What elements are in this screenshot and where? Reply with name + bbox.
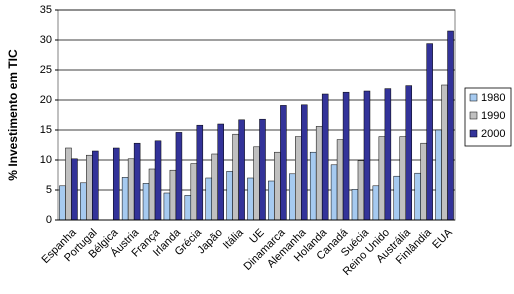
bar bbox=[163, 192, 171, 221]
y-tick-label: 30 bbox=[40, 34, 52, 46]
bar bbox=[154, 140, 162, 221]
y-tick-label: 0 bbox=[46, 214, 52, 226]
bar bbox=[309, 151, 317, 221]
legend-swatch bbox=[469, 111, 478, 120]
y-tick-label: 20 bbox=[40, 94, 52, 106]
legend-label: 1990 bbox=[481, 110, 505, 122]
bar bbox=[127, 158, 135, 221]
bar bbox=[414, 172, 421, 221]
y-tick-label: 10 bbox=[40, 154, 52, 166]
bar bbox=[399, 136, 407, 221]
bar bbox=[393, 175, 401, 221]
bar bbox=[112, 147, 120, 221]
bar bbox=[336, 139, 344, 221]
bar bbox=[289, 173, 296, 221]
bar bbox=[301, 104, 308, 221]
bar bbox=[351, 189, 359, 221]
legend-swatch bbox=[469, 129, 478, 138]
bar bbox=[280, 105, 287, 221]
bar bbox=[175, 132, 183, 221]
x-tick-label: Itália bbox=[221, 226, 247, 252]
bar bbox=[196, 124, 204, 221]
bar bbox=[330, 164, 338, 221]
y-tick-label: 35 bbox=[40, 4, 52, 16]
bar bbox=[92, 150, 99, 221]
bar bbox=[378, 136, 386, 221]
bar bbox=[232, 133, 239, 221]
bar bbox=[142, 183, 150, 221]
bar bbox=[363, 90, 371, 221]
bar bbox=[71, 158, 78, 221]
bar bbox=[342, 91, 350, 221]
bar bbox=[80, 182, 87, 221]
bar bbox=[238, 119, 245, 221]
bar bbox=[169, 169, 177, 221]
y-axis-label: % Investimento em TIC bbox=[6, 49, 20, 181]
bar bbox=[259, 118, 266, 221]
bar bbox=[295, 136, 302, 221]
bar bbox=[447, 30, 454, 221]
bar bbox=[357, 160, 365, 221]
bar bbox=[426, 43, 433, 221]
bar bbox=[253, 146, 260, 221]
legend-label: 1980 bbox=[481, 92, 505, 104]
bar bbox=[121, 177, 129, 221]
bar bbox=[86, 154, 93, 221]
x-tick-label: EUA bbox=[430, 226, 455, 251]
bar bbox=[190, 163, 198, 221]
bar bbox=[65, 147, 72, 221]
legend-swatch bbox=[469, 93, 478, 102]
y-tick-label: 15 bbox=[40, 124, 52, 136]
bar bbox=[372, 185, 380, 221]
bar bbox=[133, 142, 141, 221]
bar bbox=[441, 84, 448, 221]
bar bbox=[384, 88, 392, 221]
y-tick-label: 5 bbox=[46, 184, 52, 196]
bar bbox=[211, 153, 218, 221]
bar bbox=[274, 151, 281, 221]
y-tick-label: 25 bbox=[40, 64, 52, 76]
bar bbox=[321, 93, 329, 221]
bar bbox=[420, 142, 427, 221]
bar bbox=[217, 123, 224, 221]
bar bbox=[268, 180, 275, 221]
bar bbox=[205, 177, 212, 221]
bar bbox=[148, 168, 156, 221]
bar bbox=[184, 195, 192, 221]
bar bbox=[59, 185, 66, 221]
bar bbox=[435, 129, 442, 221]
bar bbox=[405, 85, 413, 221]
bar bbox=[226, 171, 233, 221]
bar bbox=[247, 177, 254, 221]
legend-label: 2000 bbox=[481, 128, 505, 140]
bar bbox=[315, 126, 323, 221]
